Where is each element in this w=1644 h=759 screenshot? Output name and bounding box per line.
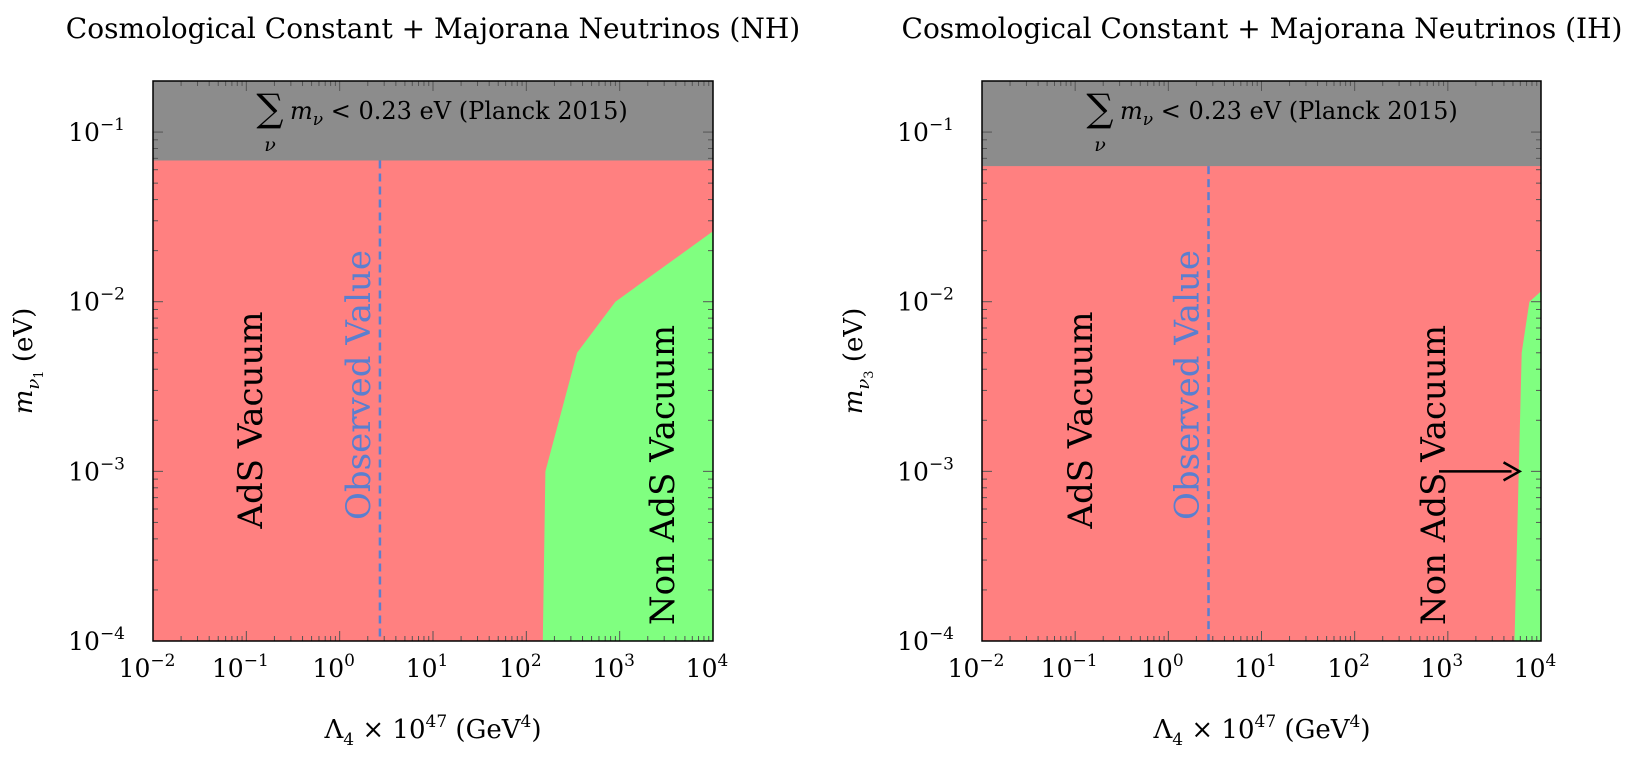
non-ads-arrowhead — [1502, 461, 1523, 482]
x-tick-label: 104 — [686, 651, 729, 683]
x-tick-label: 10−1 — [1041, 651, 1098, 683]
x-tick-label: 101 — [1234, 651, 1277, 683]
observed-value-label: Observed Value — [1168, 250, 1208, 520]
planck-label-index: ν — [264, 134, 276, 156]
planck-label: mν < 0.23 eV (Planck 2015) — [1120, 97, 1458, 130]
y-axis-label: mν1 (eV) — [9, 308, 47, 415]
x-tick-label: 101 — [406, 651, 449, 683]
non-ads-vacuum-label: Non AdS Vacuum — [643, 325, 683, 625]
chart-panel-nh: Cosmological Constant + Majorana Neutrin… — [9, 12, 800, 750]
x-tick-label: 104 — [1514, 651, 1557, 683]
y-tick-label: 10−3 — [68, 454, 125, 486]
chart-panel-ih: Cosmological Constant + Majorana Neutrin… — [839, 12, 1622, 750]
y-axis-label: mν3 (eV) — [839, 308, 877, 415]
chart-title: Cosmological Constant + Majorana Neutrin… — [66, 12, 800, 45]
x-tick-label: 102 — [1327, 651, 1370, 683]
x-tick-label: 10−1 — [212, 651, 269, 683]
planck-label-sum: ∑ — [256, 86, 283, 130]
non-ads-vacuum-region — [1514, 291, 1541, 641]
y-tick-label: 10−3 — [897, 454, 954, 486]
x-tick-label: 10−2 — [119, 651, 176, 683]
non-ads-vacuum-label: Non AdS Vacuum — [1414, 325, 1454, 625]
x-tick-label: 102 — [499, 651, 542, 683]
x-axis-label: Λ4 × 1047 (GeV4) — [324, 712, 542, 750]
y-tick-label: 10−2 — [68, 285, 125, 317]
y-tick-label: 10−2 — [897, 285, 954, 317]
y-tick-label: 10−4 — [897, 624, 954, 656]
x-tick-label: 10−2 — [948, 651, 1005, 683]
plot-frame — [981, 80, 1542, 642]
x-tick-label: 100 — [312, 651, 355, 683]
planck-excluded-region — [982, 81, 1541, 167]
planck-label-index: ν — [1094, 134, 1106, 156]
x-tick-label: 103 — [1421, 651, 1464, 683]
ads-vacuum-region — [982, 81, 1541, 641]
y-tick-label: 10−1 — [897, 115, 954, 147]
ads-vacuum-label: AdS Vacuum — [1061, 311, 1101, 529]
y-tick-label: 10−4 — [68, 624, 125, 656]
plot-frame — [152, 80, 714, 642]
x-tick-label: 100 — [1141, 651, 1184, 683]
ads-vacuum-label: AdS Vacuum — [231, 311, 271, 529]
planck-label-sum: ∑ — [1086, 86, 1113, 130]
planck-excluded-region — [153, 81, 713, 161]
planck-label: mν < 0.23 eV (Planck 2015) — [290, 97, 628, 130]
x-tick-label: 103 — [592, 651, 635, 683]
chart-title: Cosmological Constant + Majorana Neutrin… — [902, 12, 1623, 45]
non-ads-vacuum-region — [542, 231, 713, 642]
y-tick-label: 10−1 — [68, 115, 125, 147]
observed-value-label: Observed Value — [339, 250, 379, 520]
x-axis-label: Λ4 × 1047 (GeV4) — [1153, 712, 1371, 750]
